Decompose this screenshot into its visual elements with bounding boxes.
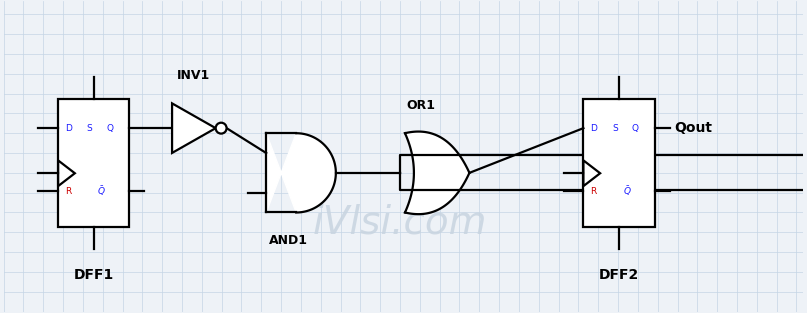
Text: $\bar{Q}$: $\bar{Q}$ <box>98 184 106 198</box>
Text: R: R <box>65 187 72 196</box>
Polygon shape <box>172 103 215 153</box>
Bar <box>583 99 654 227</box>
Text: R: R <box>591 187 596 196</box>
Text: DFF1: DFF1 <box>73 268 114 282</box>
Polygon shape <box>266 133 336 213</box>
Text: iVlsi.com: iVlsi.com <box>313 203 487 241</box>
Text: S: S <box>612 124 617 133</box>
Bar <box>58 99 129 227</box>
Text: Q: Q <box>107 124 114 133</box>
Text: OR1: OR1 <box>407 99 436 112</box>
Text: D: D <box>591 124 597 133</box>
Text: AND1: AND1 <box>269 234 307 247</box>
Text: Q: Q <box>632 124 639 133</box>
Circle shape <box>215 123 227 134</box>
Text: DFF2: DFF2 <box>599 268 639 282</box>
Text: INV1: INV1 <box>178 69 211 82</box>
Text: $\bar{Q}$: $\bar{Q}$ <box>623 184 631 198</box>
Text: Qout: Qout <box>675 121 713 135</box>
Text: S: S <box>86 124 92 133</box>
Text: D: D <box>65 124 72 133</box>
Polygon shape <box>405 131 470 214</box>
